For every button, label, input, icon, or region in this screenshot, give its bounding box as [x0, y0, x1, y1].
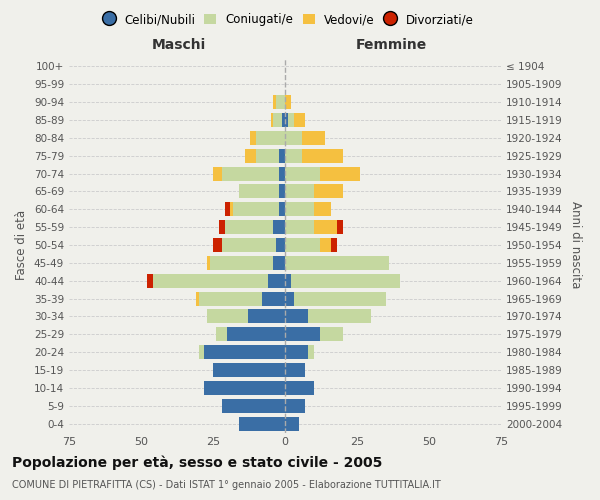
Bar — [320, 328, 343, 341]
Bar — [213, 238, 221, 252]
Bar — [285, 416, 299, 430]
Bar — [213, 166, 221, 180]
Bar — [224, 202, 230, 216]
Bar — [274, 113, 282, 127]
Legend: Celibi/Nubili, Coniugati/e, Vedovi/e, Divorziati/e: Celibi/Nubili, Coniugati/e, Vedovi/e, Di… — [98, 8, 478, 31]
Bar — [219, 220, 224, 234]
Text: COMUNE DI PIETRAFITTA (CS) - Dati ISTAT 1° gennaio 2005 - Elaborazione TUTTITALI: COMUNE DI PIETRAFITTA (CS) - Dati ISTAT … — [12, 480, 441, 490]
Bar — [302, 131, 325, 145]
Bar — [314, 202, 331, 216]
Bar — [279, 148, 285, 162]
Bar — [199, 345, 205, 359]
Bar — [245, 148, 256, 162]
Bar — [233, 202, 279, 216]
Bar — [210, 256, 274, 270]
Bar — [285, 148, 302, 162]
Bar — [279, 166, 285, 180]
Bar — [308, 310, 371, 324]
Bar — [274, 256, 285, 270]
Bar — [277, 95, 285, 109]
Text: Popolazione per età, sesso e stato civile - 2005: Popolazione per età, sesso e stato civil… — [12, 456, 382, 470]
Bar — [285, 238, 320, 252]
Bar — [216, 328, 227, 341]
Bar — [285, 256, 389, 270]
Bar — [285, 184, 314, 198]
Bar — [224, 220, 274, 234]
Bar — [285, 131, 302, 145]
Bar — [285, 363, 305, 377]
Bar — [331, 238, 337, 252]
Bar — [279, 184, 285, 198]
Bar — [285, 202, 314, 216]
Bar — [239, 184, 279, 198]
Bar — [256, 131, 285, 145]
Bar — [230, 202, 233, 216]
Bar — [221, 166, 279, 180]
Bar — [291, 274, 400, 287]
Bar — [207, 310, 248, 324]
Bar — [248, 310, 285, 324]
Bar — [250, 131, 256, 145]
Bar — [277, 238, 285, 252]
Bar — [274, 220, 285, 234]
Bar — [285, 220, 314, 234]
Bar — [293, 292, 386, 306]
Bar — [196, 292, 199, 306]
Bar — [337, 220, 343, 234]
Bar — [268, 274, 285, 287]
Bar — [285, 328, 320, 341]
Bar — [221, 399, 285, 412]
Bar — [239, 416, 285, 430]
Text: Maschi: Maschi — [151, 38, 206, 52]
Bar — [221, 238, 277, 252]
Bar — [205, 381, 285, 395]
Bar — [285, 345, 308, 359]
Bar — [308, 345, 314, 359]
Bar — [314, 184, 343, 198]
Bar — [279, 202, 285, 216]
Bar — [285, 113, 288, 127]
Bar — [152, 274, 268, 287]
Bar — [285, 95, 291, 109]
Bar — [293, 113, 305, 127]
Bar — [256, 148, 279, 162]
Bar — [207, 256, 210, 270]
Bar — [320, 166, 360, 180]
Y-axis label: Fasce di età: Fasce di età — [16, 210, 28, 280]
Bar — [285, 292, 293, 306]
Bar — [285, 399, 305, 412]
Bar — [271, 113, 274, 127]
Bar — [262, 292, 285, 306]
Bar — [285, 274, 291, 287]
Bar — [302, 148, 343, 162]
Bar — [282, 113, 285, 127]
Bar — [285, 310, 308, 324]
Bar — [285, 166, 320, 180]
Bar — [199, 292, 262, 306]
Bar — [227, 328, 285, 341]
Bar — [205, 345, 285, 359]
Bar — [274, 95, 277, 109]
Bar — [320, 238, 331, 252]
Bar — [288, 113, 293, 127]
Bar — [147, 274, 152, 287]
Text: Femmine: Femmine — [356, 38, 427, 52]
Bar — [285, 381, 314, 395]
Bar — [213, 363, 285, 377]
Y-axis label: Anni di nascita: Anni di nascita — [569, 202, 582, 288]
Bar — [314, 220, 337, 234]
